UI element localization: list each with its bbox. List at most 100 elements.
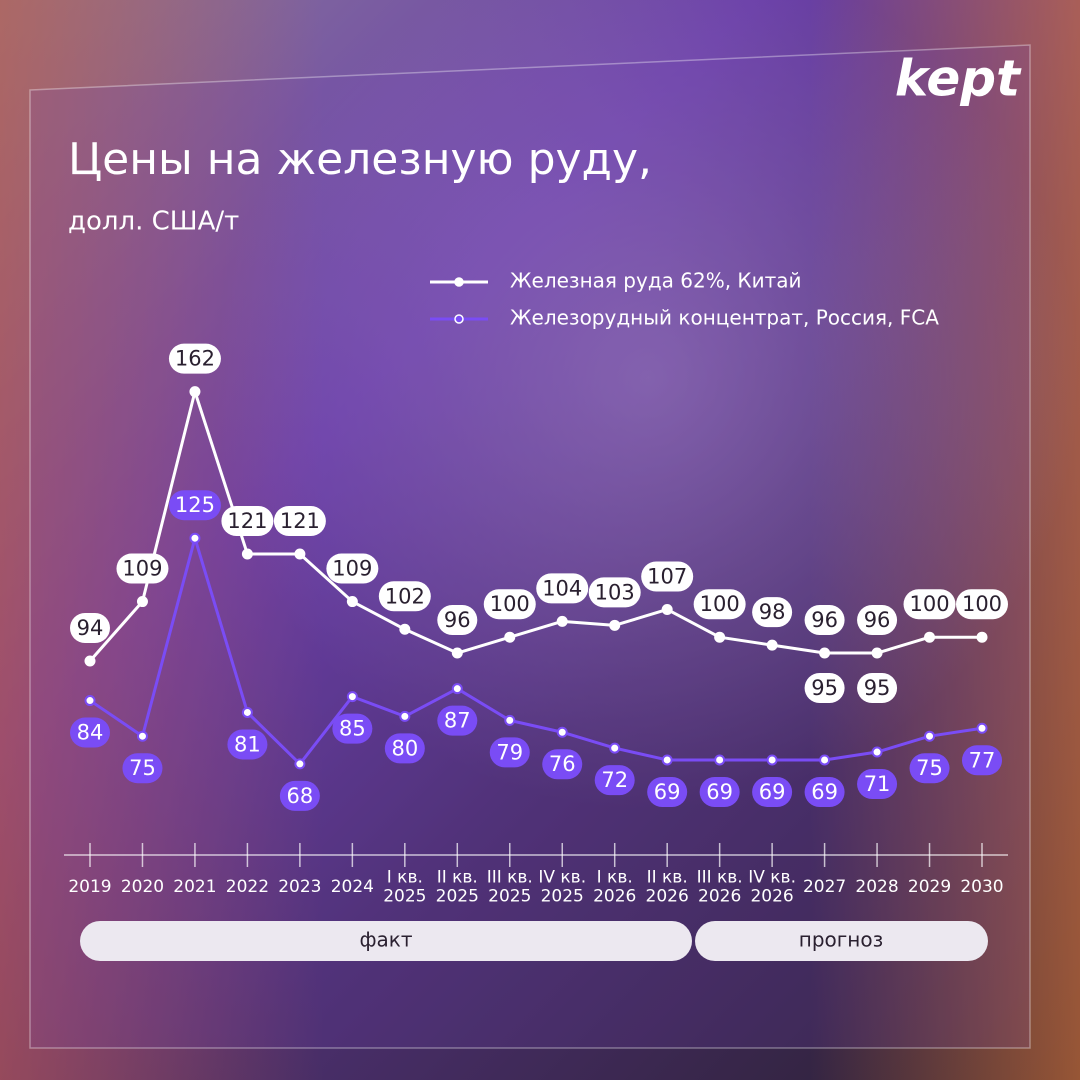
- legend-marker: [454, 314, 464, 324]
- data-label: 76: [549, 752, 576, 776]
- data-label: 96: [864, 608, 891, 632]
- data-label: 100: [909, 592, 949, 616]
- annotation-bg: [804, 673, 845, 704]
- data-point: [924, 730, 936, 742]
- data-label-bg: [437, 605, 478, 636]
- period-pill: [80, 921, 692, 961]
- data-label-bg: [699, 776, 740, 807]
- x-tick-label: 2029: [908, 877, 951, 897]
- x-tick-label: 2022: [226, 877, 269, 897]
- data-label: 162: [175, 347, 215, 371]
- data-label-bg: [588, 577, 641, 608]
- data-point: [661, 754, 673, 766]
- x-tick-label: 2027: [803, 877, 846, 897]
- data-label-bg: [536, 573, 589, 604]
- period-label: прогноз: [799, 928, 883, 952]
- data-point: [714, 631, 726, 643]
- annotation: 95: [811, 676, 838, 700]
- data-label: 69: [759, 780, 786, 804]
- data-label-bg: [437, 705, 478, 736]
- data-label-bg: [483, 589, 536, 620]
- data-label: 85: [339, 717, 366, 741]
- data-point: [714, 754, 726, 766]
- data-label: 96: [444, 608, 471, 632]
- data-point: [241, 548, 253, 560]
- data-label-bg: [804, 776, 845, 807]
- data-label: 103: [595, 580, 635, 604]
- logo: kept: [895, 50, 1022, 108]
- data-label: 80: [391, 736, 418, 760]
- legend-label: Железная руда 62%, Китай: [510, 269, 802, 293]
- x-tick-label: 2021: [173, 877, 216, 897]
- data-label-bg: [279, 780, 320, 811]
- data-label-bg: [227, 729, 268, 760]
- data-label-bg: [647, 776, 688, 807]
- data-point: [661, 603, 673, 615]
- data-label: 68: [287, 784, 314, 808]
- data-point: [136, 730, 148, 742]
- data-label: 72: [601, 768, 628, 792]
- x-tick-label: 2024: [331, 877, 374, 897]
- data-label-bg: [273, 506, 326, 537]
- data-point: [84, 655, 96, 667]
- x-tick-label: IV кв. 2025: [538, 868, 586, 907]
- data-label: 77: [969, 748, 996, 772]
- data-label-bg: [962, 745, 1002, 776]
- data-label-bg: [752, 776, 793, 807]
- data-point: [819, 754, 831, 766]
- data-label: 107: [647, 564, 687, 588]
- data-label-bg: [326, 553, 379, 584]
- data-label: 96: [811, 608, 838, 632]
- data-label-bg: [168, 343, 221, 374]
- data-point: [766, 639, 778, 651]
- data-label-bg: [116, 553, 169, 584]
- data-label-bg: [857, 769, 898, 800]
- data-label: 104: [542, 576, 582, 600]
- data-point: [766, 754, 778, 766]
- period-pill: [695, 921, 988, 961]
- data-label-bg: [909, 753, 950, 784]
- data-label-bg: [332, 713, 373, 744]
- data-label-bg: [122, 753, 163, 784]
- legend-marker: [454, 277, 464, 287]
- data-label: 71: [864, 772, 891, 796]
- data-label: 100: [962, 592, 1002, 616]
- data-point: [241, 706, 253, 718]
- data-label-bg: [489, 737, 530, 768]
- data-point: [924, 631, 936, 643]
- data-point: [294, 758, 306, 770]
- data-label: 69: [811, 780, 838, 804]
- data-label-bg: [641, 561, 694, 592]
- data-point: [819, 647, 831, 659]
- data-point: [84, 695, 96, 707]
- data-label-bg: [693, 589, 746, 620]
- data-label: 87: [444, 709, 471, 733]
- data-label-bg: [542, 749, 583, 780]
- data-label-bg: [804, 605, 845, 636]
- data-label-bg: [594, 765, 635, 796]
- data-label: 100: [700, 592, 740, 616]
- data-label: 102: [385, 584, 425, 608]
- data-label: 75: [129, 756, 156, 780]
- data-point: [976, 722, 988, 734]
- data-label: 94: [77, 616, 104, 640]
- data-point: [451, 683, 463, 695]
- data-label-bg: [903, 589, 956, 620]
- data-label-bg: [70, 612, 110, 643]
- data-label-bg: [168, 490, 221, 521]
- data-label-bg: [752, 597, 793, 628]
- x-tick-label: 2028: [855, 877, 898, 897]
- x-tick-label: 2020: [121, 877, 164, 897]
- data-point: [136, 596, 148, 608]
- x-tick-label: II кв. 2025: [436, 868, 479, 907]
- data-label-bg: [70, 717, 110, 748]
- data-label: 125: [175, 493, 215, 517]
- data-point: [871, 647, 883, 659]
- data-point: [399, 623, 411, 635]
- chart-subtitle: долл. США/т: [68, 207, 239, 237]
- x-tick-label: III кв. 2025: [487, 868, 533, 907]
- data-point: [556, 726, 568, 738]
- data-point: [451, 647, 463, 659]
